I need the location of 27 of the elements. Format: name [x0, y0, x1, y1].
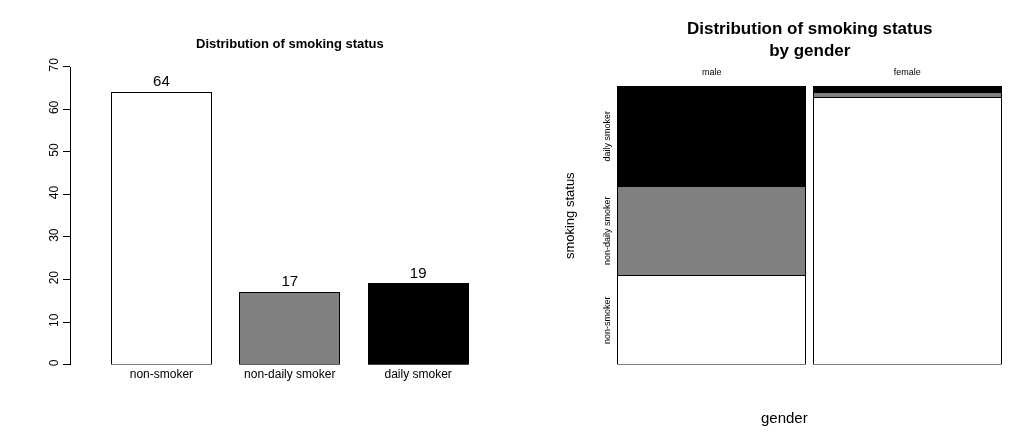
data-label: 64 [153, 72, 170, 90]
x-tick-label: male [702, 67, 722, 78]
y-tick-label: 0 [46, 359, 61, 367]
chart-title: Distribution of smoking status [196, 36, 384, 51]
y-tick-label: 70 [46, 57, 61, 72]
bar [239, 291, 341, 365]
data-label: 17 [281, 272, 299, 290]
y-tick-label: 20 [46, 270, 61, 285]
bar [812, 97, 1002, 365]
y-tick-label: 50 [46, 143, 61, 157]
x-axis-title: gender [761, 409, 808, 426]
text: daily smoker [602, 111, 613, 162]
chart-title: Distribution of smoking status by gender [687, 19, 933, 61]
data-label: 19 [409, 263, 427, 281]
text: non-smoker [601, 296, 612, 345]
bar [367, 283, 469, 365]
bar [110, 91, 212, 365]
x-tick-label: non-smoker [129, 366, 194, 381]
y-tick-label: 60 [46, 100, 61, 115]
text: non-daily smoker [601, 196, 612, 266]
y-axis-title: smoking status [561, 171, 577, 260]
y-tick-label: 30 [46, 228, 61, 242]
x-tick-label: non-daily smoker [244, 366, 336, 381]
y-tick-label: 10 [46, 313, 61, 327]
x-tick-label: daily smoker [384, 366, 452, 381]
x-tick-label: female [893, 67, 921, 78]
y-tick-label: 40 [46, 185, 61, 200]
